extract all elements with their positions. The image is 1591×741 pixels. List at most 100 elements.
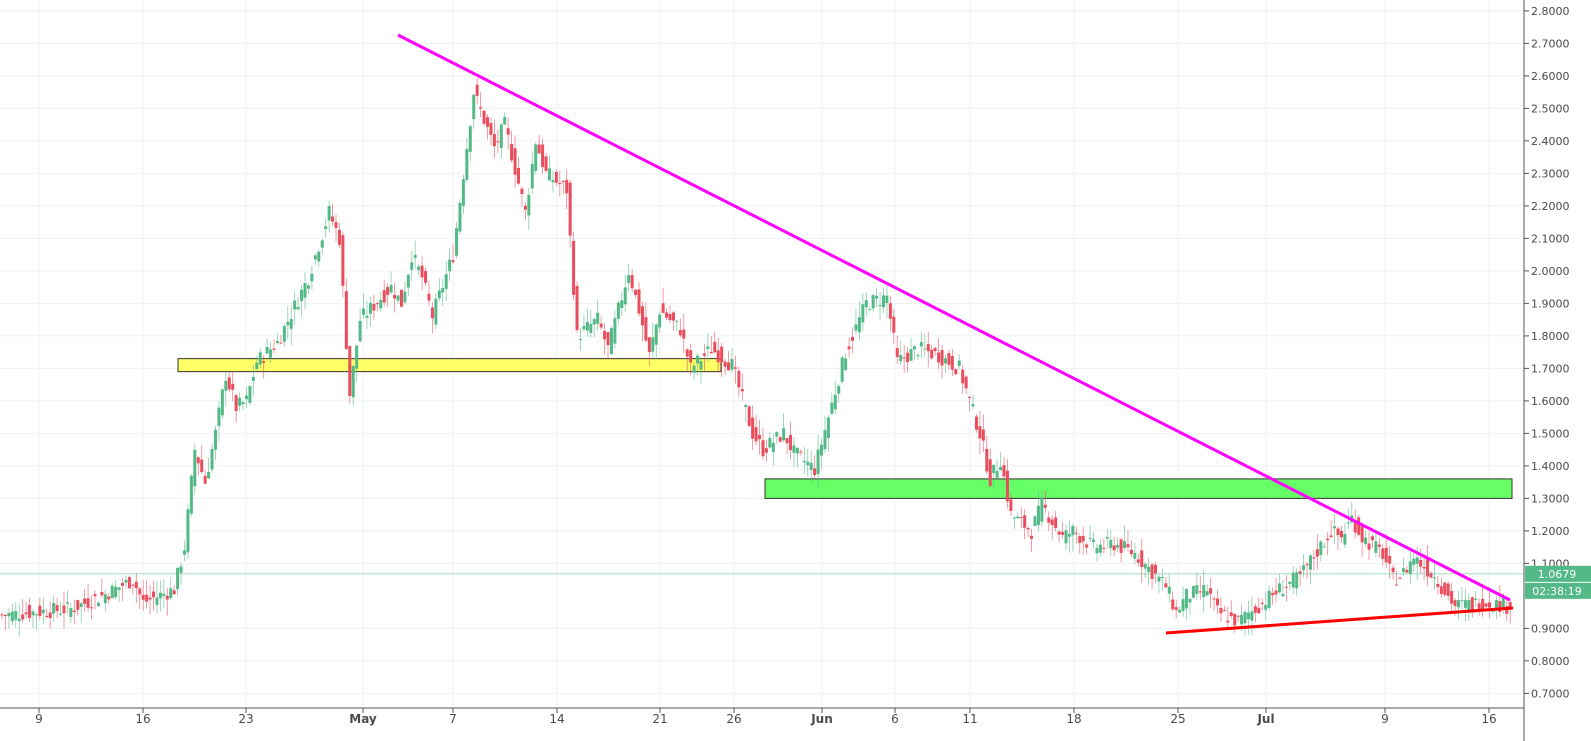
candle-body	[558, 182, 562, 185]
candle-body	[244, 395, 248, 400]
candle-body	[1319, 541, 1323, 555]
candle-body	[1450, 590, 1454, 604]
candle-body	[489, 122, 493, 135]
candle-body	[1236, 615, 1240, 617]
candle-body	[957, 360, 961, 366]
candle-body	[1408, 561, 1412, 574]
candle-body	[1246, 612, 1250, 620]
candle-body	[444, 274, 448, 289]
candle-body	[110, 585, 114, 599]
y-tick-label: 2.3000	[1531, 167, 1570, 180]
candle-body	[1129, 549, 1133, 555]
candle-body	[255, 362, 259, 369]
candle-body	[1267, 590, 1271, 608]
candle-body	[17, 618, 21, 622]
candle-body	[262, 361, 266, 363]
candle-body	[1422, 566, 1426, 569]
candle-body	[847, 346, 851, 350]
candle-body	[1501, 597, 1505, 608]
y-tick-label: 2.0000	[1531, 265, 1570, 278]
candle-body	[231, 383, 235, 390]
candle-body	[758, 434, 762, 440]
candle-body	[1198, 591, 1202, 593]
candle-body	[678, 330, 682, 336]
candle-body	[1432, 577, 1436, 579]
candle-body	[475, 84, 479, 96]
candle-body	[1271, 592, 1275, 596]
candle-body	[172, 590, 176, 595]
candle-body	[530, 163, 534, 189]
candle-body	[7, 613, 11, 617]
candle-body	[582, 326, 586, 330]
candle-body	[365, 315, 369, 318]
candle-body	[31, 611, 35, 616]
candle-body	[692, 365, 696, 373]
candle-body	[709, 351, 713, 354]
candle-body	[1498, 601, 1502, 612]
candle-body	[145, 594, 149, 602]
candle-body	[93, 594, 97, 597]
candle-body	[79, 603, 83, 607]
candle-body	[1277, 583, 1281, 593]
candle-body	[565, 179, 569, 194]
candle-body	[1305, 564, 1309, 566]
candle-body	[561, 181, 565, 183]
candle-body	[912, 346, 916, 350]
candle-body	[375, 303, 379, 305]
candle-body	[286, 321, 290, 326]
candle-body	[1405, 569, 1409, 573]
price-axis[interactable]: 2.8000 2.7000 2.6000 2.5000 2.4000 2.3000 2.20…	[1524, 5, 1570, 701]
candle-body	[1222, 610, 1226, 612]
y-tick-label: 2.5000	[1531, 102, 1570, 115]
candle-body	[69, 608, 73, 617]
x-tick-label: 6	[891, 712, 899, 726]
candle-body	[1257, 607, 1261, 614]
candle-body	[1443, 582, 1447, 595]
candle-body	[854, 324, 858, 331]
time-axis[interactable]: 9 16 23 May 7 14 21 26 Jun 6 11 18 25 Jul 9 16	[35, 708, 1497, 726]
candle-body	[59, 613, 63, 615]
candle-body	[1005, 470, 1009, 502]
candle-body	[210, 449, 214, 470]
candle-body	[1202, 585, 1206, 598]
countdown-label: 02:38:19	[1532, 585, 1581, 598]
candle-body	[179, 566, 183, 573]
last-price-badge	[1525, 565, 1591, 582]
candle-body	[981, 429, 985, 441]
candle-body	[654, 324, 658, 345]
candle-body	[1419, 559, 1423, 567]
candle-body	[117, 587, 121, 591]
candle-body	[103, 594, 107, 604]
candle-body	[496, 141, 500, 143]
candle-body	[671, 312, 675, 321]
candle-body	[513, 148, 517, 175]
candle-body	[895, 348, 899, 358]
candle-body	[1119, 539, 1123, 553]
candle-body	[1154, 564, 1158, 574]
candle-body	[527, 194, 531, 216]
countdown-badge	[1525, 582, 1591, 599]
candle-body	[940, 350, 944, 366]
candle-body	[1467, 599, 1471, 613]
candle-body	[396, 295, 400, 301]
candle-body	[950, 355, 954, 370]
candle-body	[72, 610, 76, 613]
candle-body	[802, 460, 806, 463]
candle-body	[1123, 541, 1127, 548]
candle-body	[1088, 537, 1092, 539]
candle-body	[427, 293, 431, 301]
y-tick-label: 1.6000	[1531, 395, 1570, 408]
x-tick-label: 25	[1170, 712, 1185, 726]
candle-body	[399, 289, 403, 307]
candle-body	[1508, 602, 1512, 610]
candle-body	[1336, 528, 1340, 536]
candle-body	[503, 116, 507, 125]
candle-body	[1436, 583, 1440, 587]
candle-body	[799, 451, 803, 453]
candle-body	[964, 376, 968, 389]
candle-body	[609, 328, 613, 355]
candle-body	[1067, 533, 1071, 537]
candle-body	[1057, 531, 1061, 535]
candle-body	[1185, 588, 1189, 609]
